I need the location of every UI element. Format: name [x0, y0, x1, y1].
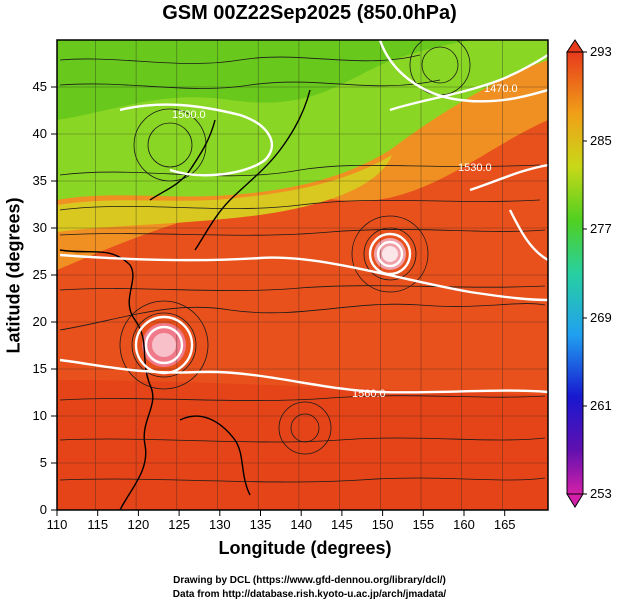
contour-label: 1530.0 [458, 162, 492, 174]
x-axis: 110 115 120 125 130 135 140 145 150 155 … [47, 510, 516, 532]
x-tick-label: 135 [250, 517, 272, 532]
x-tick-label: 130 [209, 517, 231, 532]
colorbar-tick-label: 285 [590, 133, 612, 148]
y-axis: 0 5 10 15 20 25 30 35 40 45 [33, 79, 57, 517]
colorbar-scale [566, 51, 584, 495]
colorbar-bottom-arrow [566, 493, 584, 508]
x-tick-label: 120 [128, 517, 150, 532]
y-axis-label: Latitude (degrees) [3, 197, 24, 354]
colorbar-tick-label: 253 [590, 486, 612, 501]
y-tick-label: 25 [33, 267, 47, 282]
contour-labels: 1560.0 1500.0 1530.0 1470.0 [172, 83, 518, 400]
colorbar-top-arrow [566, 39, 584, 53]
y-tick-label: 15 [33, 361, 47, 376]
height-contours [59, 40, 548, 394]
wind-streamlines [59, 40, 546, 483]
x-axis-label: Longitude (degrees) [218, 538, 392, 558]
y-tick-label: 35 [33, 173, 47, 188]
credit-drawing: Drawing by DCL (https://www.gfd-dennou.o… [173, 575, 446, 586]
grid-lines [57, 40, 548, 510]
map-title: GSM 00Z22Sep2025 (850.0hPa) [162, 2, 457, 24]
y-tick-label: 20 [33, 314, 47, 329]
x-tick-label: 155 [412, 517, 434, 532]
y-tick-label: 0 [40, 502, 47, 517]
colorbar-tick-label: 277 [590, 221, 612, 236]
x-tick-label: 140 [290, 517, 312, 532]
contour-label: 1560.0 [352, 388, 386, 400]
colorbar-tick-label: 269 [590, 310, 612, 325]
contour-label: 1470.0 [484, 83, 518, 95]
y-tick-label: 45 [33, 79, 47, 94]
x-tick-label: 150 [372, 517, 394, 532]
colorbar-tick-label: 261 [590, 398, 612, 413]
y-tick-label: 40 [33, 126, 47, 141]
x-tick-label: 165 [494, 517, 516, 532]
colorbar-tick-label: 293 [590, 44, 612, 59]
y-tick-label: 30 [33, 220, 47, 235]
credit-data-source: Data from http://database.rish.kyoto-u.a… [172, 589, 447, 600]
x-tick-label: 160 [453, 517, 475, 532]
x-tick-label: 145 [331, 517, 353, 532]
y-tick-label: 5 [40, 455, 47, 470]
colorbar: 253 261 269 277 285 293 [566, 39, 612, 508]
y-tick-label: 10 [33, 408, 47, 423]
x-tick-label: 110 [47, 517, 68, 532]
contour-label: 1500.0 [172, 109, 206, 121]
x-tick-label: 115 [87, 517, 108, 532]
x-tick-label: 125 [168, 517, 190, 532]
